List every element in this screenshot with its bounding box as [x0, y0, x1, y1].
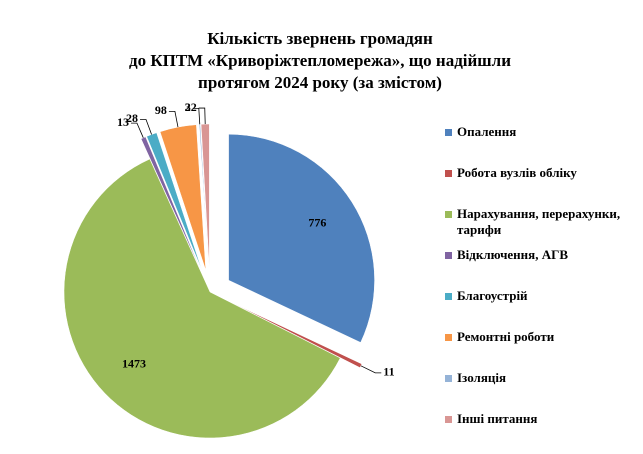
legend-item: Нарахування, перерахунки, тарифи: [445, 206, 635, 247]
legend-label: Відключення, АГВ: [457, 247, 569, 262]
legend-item: Ізоляція: [445, 370, 635, 411]
legend-label: Робота вузлів обліку: [457, 165, 577, 180]
leader-line: [140, 119, 152, 135]
legend-label: Інші питання: [457, 411, 538, 426]
data-label: 11: [383, 365, 394, 379]
legend-swatch: [445, 375, 452, 382]
legend-item: Інші питання: [445, 411, 635, 452]
legend-swatch: [445, 211, 452, 218]
legend-swatch: [445, 170, 452, 177]
legend-item: Робота вузлів обліку: [445, 165, 635, 206]
legend-item: Опалення: [445, 124, 635, 165]
data-label: 13: [117, 115, 129, 129]
leader-line: [130, 122, 144, 138]
data-label: 28: [126, 111, 138, 125]
pie-slice: [63, 158, 341, 439]
chart-title: до КПТМ «Криворіжтепломережа», що надійш…: [129, 51, 511, 70]
legend-swatch: [445, 252, 452, 259]
legend-swatch: [445, 129, 452, 136]
legend-swatch: [445, 293, 452, 300]
legend-item: Благоустрій: [445, 288, 635, 329]
chart-title: протягом 2024 року (за змістом): [198, 73, 442, 92]
legend-label: Ізоляція: [457, 370, 506, 385]
legend: Опалення Робота вузлів обліку Нарахування,…: [445, 124, 635, 452]
leader-line: [168, 110, 179, 128]
pie-slice: [228, 133, 375, 343]
leader-line: [360, 365, 382, 374]
leader-line: [198, 107, 206, 125]
legend-item: Відключення, АГВ: [445, 247, 635, 288]
legend-swatch: [445, 416, 452, 423]
legend-label: Нарахування, перерахунки, тарифи: [457, 206, 621, 237]
data-label: 776: [308, 216, 326, 230]
legend-item: Ремонтні роботи: [445, 329, 635, 370]
data-label: 1473: [122, 356, 146, 370]
data-label: 22: [185, 100, 197, 114]
legend-label: Ремонтні роботи: [457, 329, 555, 344]
legend-label: Благоустрій: [457, 288, 528, 303]
legend-swatch: [445, 334, 452, 341]
legend-label: Опалення: [457, 124, 517, 139]
chart-title: Кількість звернень громадян: [207, 29, 433, 48]
data-label: 3: [185, 100, 191, 114]
data-label: 98: [155, 103, 167, 117]
